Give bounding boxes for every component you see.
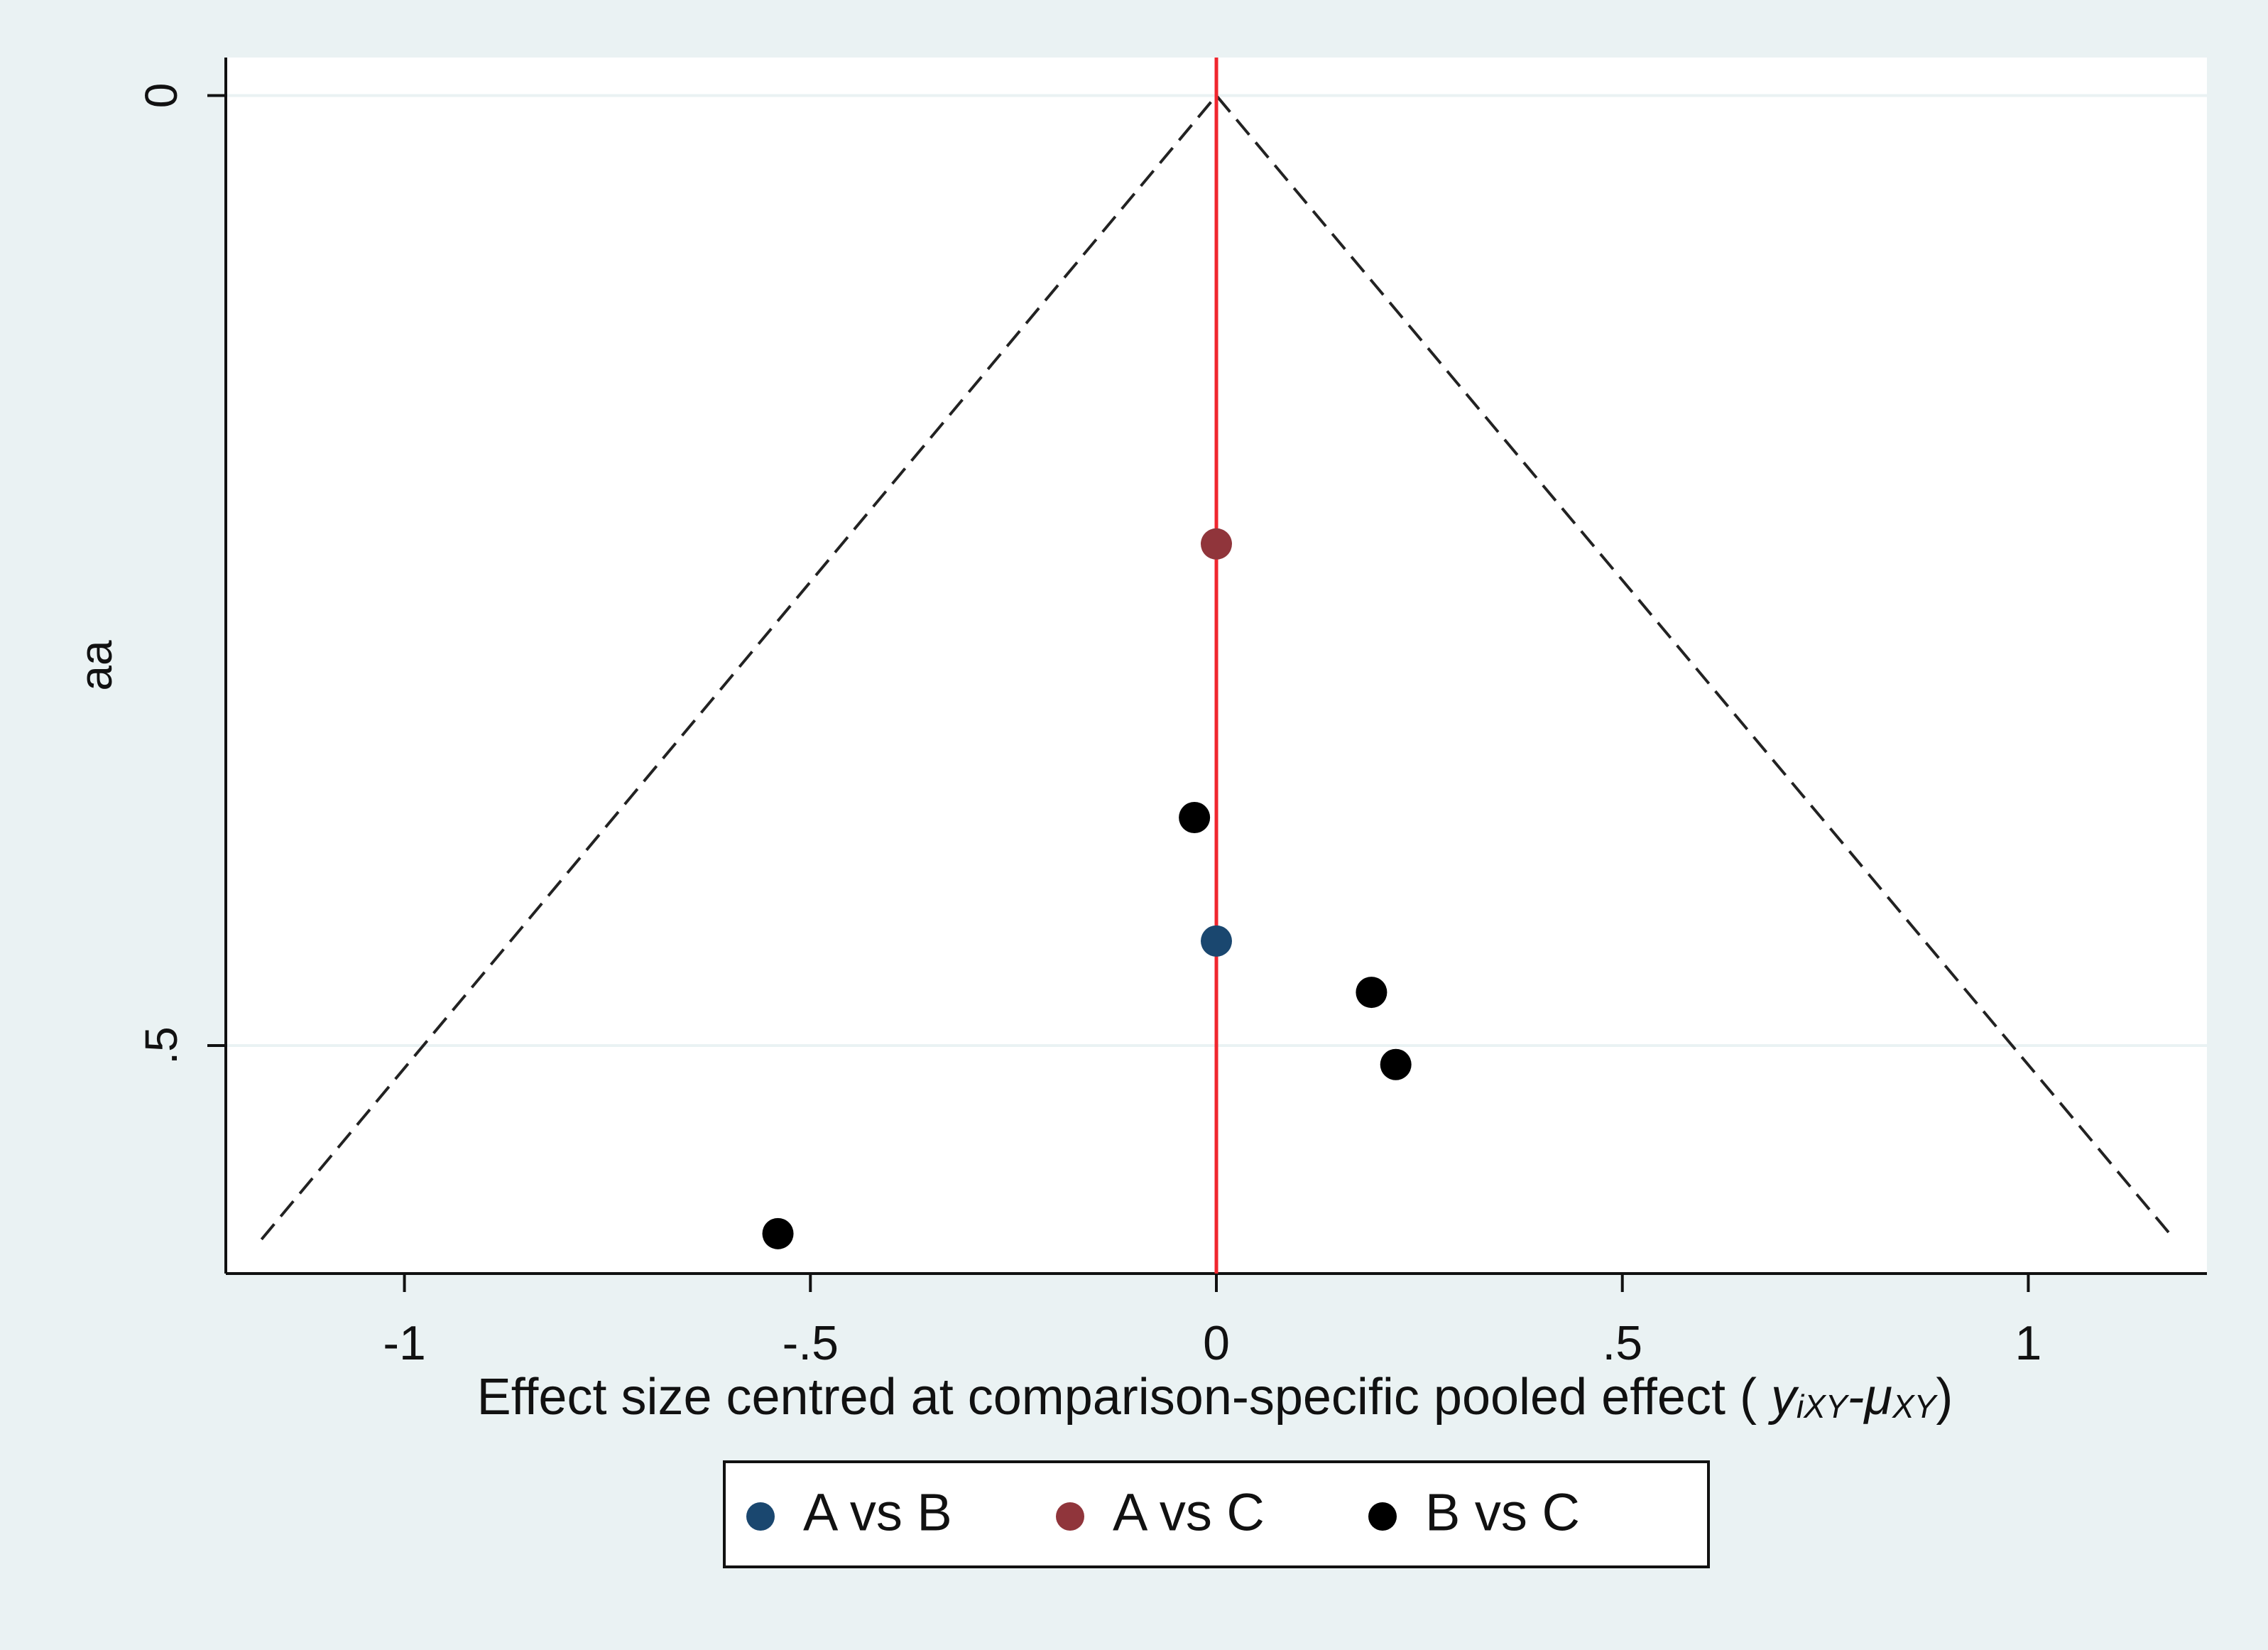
x-tick-label: 0 [1203,1316,1230,1370]
x-tick-label: -1 [383,1316,425,1370]
x-tick-label: -.5 [783,1316,839,1370]
legend-box [723,1460,1710,1568]
funnel-line [260,93,2176,1241]
legend-marker [1368,1502,1397,1531]
y-axis-label: aa [70,640,121,691]
x-axis-label-part: XY [1892,1388,1939,1425]
legend-label: B vs C [1425,1483,1580,1542]
legend-marker [746,1502,775,1531]
x-axis-label-part: -μ [1848,1369,1892,1426]
point [1356,977,1387,1009]
point [1179,802,1211,833]
legend-label: A vs C [1113,1483,1265,1542]
x-tick-label: .5 [1602,1316,1642,1370]
point [762,1217,794,1249]
point [1201,925,1232,957]
legend-marker [1056,1502,1084,1531]
y-tick-label: .5 [136,1026,187,1064]
x-axis-label-part: ) [1936,1369,1953,1426]
point [1380,1048,1412,1080]
point [1201,528,1232,560]
y-tick-label: 0 [136,83,187,109]
x-axis-label-part: iXY [1797,1388,1850,1425]
legend-label: A vs B [803,1483,952,1542]
x-tick-label: 1 [2015,1316,2042,1370]
x-axis-label-part: Effect size centred at comparison-specif… [477,1369,1771,1426]
x-axis-label-part: y [1767,1369,1799,1426]
x-axis-label: Effect size centred at comparison-specif… [477,1369,1953,1426]
